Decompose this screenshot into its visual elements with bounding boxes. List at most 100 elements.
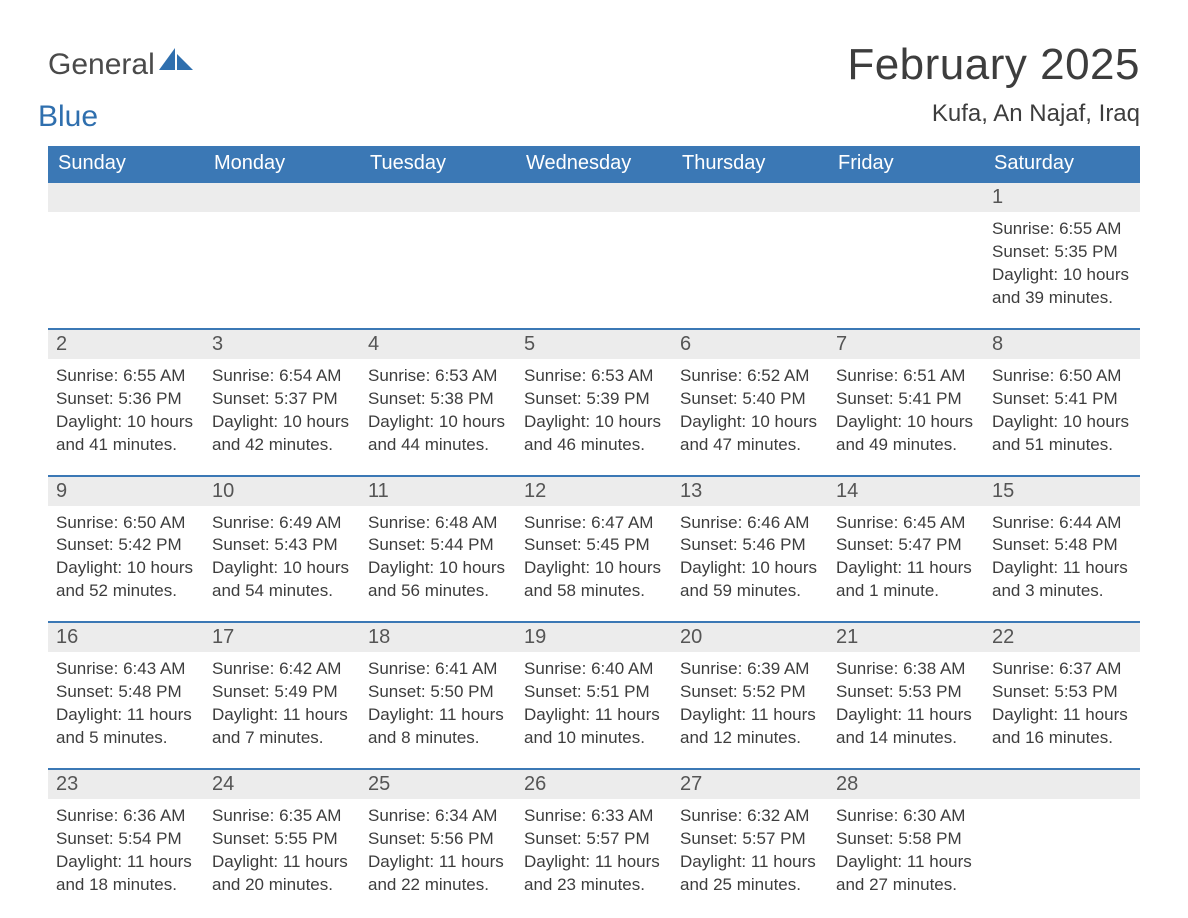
- sunrise-text: Sunrise: 6:49 AM: [212, 512, 352, 535]
- sunrise-text: Sunrise: 6:53 AM: [524, 365, 664, 388]
- sunrise-text: Sunrise: 6:52 AM: [680, 365, 820, 388]
- day-number: 17: [204, 623, 360, 652]
- day-number: 10: [204, 477, 360, 506]
- day-detail: Sunrise: 6:47 AMSunset: 5:45 PMDaylight:…: [516, 506, 672, 622]
- day-detail: Sunrise: 6:52 AMSunset: 5:40 PMDaylight:…: [672, 359, 828, 475]
- weekday-header: Thursday: [672, 146, 828, 183]
- sunset-text: Sunset: 5:35 PM: [992, 241, 1132, 264]
- daylight-text: Daylight: 11 hours and 5 minutes.: [56, 704, 196, 750]
- day-detail: [204, 212, 360, 328]
- day-number: [204, 183, 360, 212]
- sunrise-text: Sunrise: 6:36 AM: [56, 805, 196, 828]
- weekday-header: Sunday: [48, 146, 204, 183]
- day-number: [48, 183, 204, 212]
- sunrise-text: Sunrise: 6:50 AM: [56, 512, 196, 535]
- day-detail: Sunrise: 6:38 AMSunset: 5:53 PMDaylight:…: [828, 652, 984, 768]
- day-detail: [516, 212, 672, 328]
- day-number: 23: [48, 770, 204, 799]
- daylight-text: Daylight: 10 hours and 59 minutes.: [680, 557, 820, 603]
- sunset-text: Sunset: 5:48 PM: [992, 534, 1132, 557]
- weekday-header: Monday: [204, 146, 360, 183]
- sunset-text: Sunset: 5:36 PM: [56, 388, 196, 411]
- sunset-text: Sunset: 5:40 PM: [680, 388, 820, 411]
- day-detail: Sunrise: 6:53 AMSunset: 5:39 PMDaylight:…: [516, 359, 672, 475]
- daylight-text: Daylight: 10 hours and 46 minutes.: [524, 411, 664, 457]
- sunset-text: Sunset: 5:42 PM: [56, 534, 196, 557]
- sunset-text: Sunset: 5:58 PM: [836, 828, 976, 851]
- calendar: Sunday Monday Tuesday Wednesday Thursday…: [48, 146, 1140, 915]
- day-number: 26: [516, 770, 672, 799]
- weekday-header: Wednesday: [516, 146, 672, 183]
- sunset-text: Sunset: 5:45 PM: [524, 534, 664, 557]
- sunrise-text: Sunrise: 6:43 AM: [56, 658, 196, 681]
- sunset-text: Sunset: 5:47 PM: [836, 534, 976, 557]
- location-label: Kufa, An Najaf, Iraq: [847, 100, 1140, 128]
- sunset-text: Sunset: 5:49 PM: [212, 681, 352, 704]
- day-number: 12: [516, 477, 672, 506]
- daynum-row: 232425262728: [48, 768, 1140, 799]
- day-number: 16: [48, 623, 204, 652]
- day-detail: Sunrise: 6:50 AMSunset: 5:42 PMDaylight:…: [48, 506, 204, 622]
- day-number: [984, 770, 1140, 799]
- day-number: 9: [48, 477, 204, 506]
- sunrise-text: Sunrise: 6:54 AM: [212, 365, 352, 388]
- day-number: 28: [828, 770, 984, 799]
- day-detail: Sunrise: 6:48 AMSunset: 5:44 PMDaylight:…: [360, 506, 516, 622]
- day-detail: Sunrise: 6:46 AMSunset: 5:46 PMDaylight:…: [672, 506, 828, 622]
- daylight-text: Daylight: 11 hours and 1 minute.: [836, 557, 976, 603]
- daylight-text: Daylight: 10 hours and 56 minutes.: [368, 557, 508, 603]
- daynum-row: 9101112131415: [48, 475, 1140, 506]
- daynum-row: 16171819202122: [48, 621, 1140, 652]
- daylight-text: Daylight: 11 hours and 18 minutes.: [56, 851, 196, 897]
- sunset-text: Sunset: 5:41 PM: [992, 388, 1132, 411]
- day-detail: Sunrise: 6:36 AMSunset: 5:54 PMDaylight:…: [48, 799, 204, 915]
- sunset-text: Sunset: 5:39 PM: [524, 388, 664, 411]
- day-number: 2: [48, 330, 204, 359]
- weekday-header: Friday: [828, 146, 984, 183]
- logo-word-general: General: [48, 48, 155, 81]
- week-body-row: Sunrise: 6:55 AMSunset: 5:36 PM Daylight:…: [48, 359, 1140, 475]
- day-detail: Sunrise: 6:34 AMSunset: 5:56 PMDaylight:…: [360, 799, 516, 915]
- week-body-row: Sunrise: 6:43 AMSunset: 5:48 PMDaylight:…: [48, 652, 1140, 768]
- day-detail: Sunrise: 6:44 AMSunset: 5:48 PMDaylight:…: [984, 506, 1140, 622]
- day-detail: Sunrise: 6:51 AMSunset: 5:41 PMDaylight:…: [828, 359, 984, 475]
- logo-sail-icon: [159, 48, 193, 72]
- sunset-text: Sunset: 5:50 PM: [368, 681, 508, 704]
- day-number: 13: [672, 477, 828, 506]
- title-block: February 2025 Kufa, An Najaf, Iraq: [847, 40, 1140, 140]
- day-detail: Sunrise: 6:37 AMSunset: 5:53 PMDaylight:…: [984, 652, 1140, 768]
- sunrise-text: Sunrise: 6:39 AM: [680, 658, 820, 681]
- sunrise-text: Sunrise: 6:42 AM: [212, 658, 352, 681]
- day-detail: Sunrise: 6:50 AMSunset: 5:41 PMDaylight:…: [984, 359, 1140, 475]
- sunset-text: Sunset: 5:48 PM: [56, 681, 196, 704]
- sunrise-text: Sunrise: 6:55 AM: [56, 365, 196, 388]
- logo: General Blue: [48, 48, 193, 116]
- day-detail: Sunrise: 6:55 AMSunset: 5:35 PMDaylight:…: [984, 212, 1140, 328]
- sunrise-text: Sunrise: 6:46 AM: [680, 512, 820, 535]
- sunrise-text: Sunrise: 6:33 AM: [524, 805, 664, 828]
- day-detail: Sunrise: 6:30 AMSunset: 5:58 PMDaylight:…: [828, 799, 984, 915]
- weekday-header: Tuesday: [360, 146, 516, 183]
- daylight-text: Daylight: 10 hours and 47 minutes.: [680, 411, 820, 457]
- day-number: 22: [984, 623, 1140, 652]
- day-number: 1: [984, 183, 1140, 212]
- day-detail: Sunrise: 6:32 AMSunset: 5:57 PMDaylight:…: [672, 799, 828, 915]
- week-body-row: Sunrise: 6:55 AMSunset: 5:35 PMDaylight:…: [48, 212, 1140, 328]
- logo-word-blue: Blue: [38, 100, 98, 133]
- sunrise-text: Sunrise: 6:47 AM: [524, 512, 664, 535]
- sunrise-text: Sunrise: 6:32 AM: [680, 805, 820, 828]
- sunrise-text: Sunrise: 6:30 AM: [836, 805, 976, 828]
- day-number: 5: [516, 330, 672, 359]
- sunset-text: Sunset: 5:52 PM: [680, 681, 820, 704]
- day-detail: Sunrise: 6:43 AMSunset: 5:48 PMDaylight:…: [48, 652, 204, 768]
- day-detail: [360, 212, 516, 328]
- daylight-text: Daylight: 11 hours and 7 minutes.: [212, 704, 352, 750]
- daylight-text: Daylight: 11 hours and 12 minutes.: [680, 704, 820, 750]
- weekday-header-row: Sunday Monday Tuesday Wednesday Thursday…: [48, 146, 1140, 183]
- daylight-text: Daylight: 11 hours and 23 minutes.: [524, 851, 664, 897]
- daylight-text: Daylight: 10 hours and 42 minutes.: [212, 411, 352, 457]
- sunrise-text: Sunrise: 6:48 AM: [368, 512, 508, 535]
- weekday-header: Saturday: [984, 146, 1140, 183]
- sunrise-text: Sunrise: 6:40 AM: [524, 658, 664, 681]
- daynum-row: 1: [48, 183, 1140, 212]
